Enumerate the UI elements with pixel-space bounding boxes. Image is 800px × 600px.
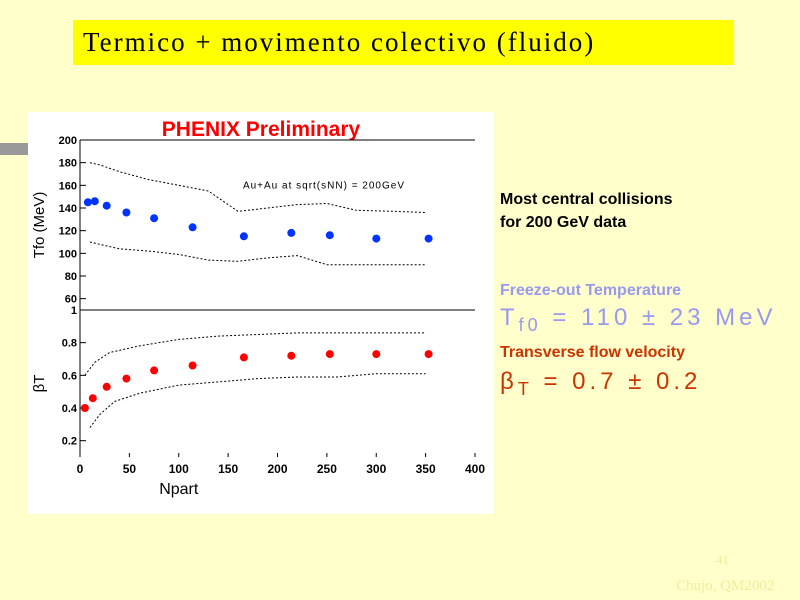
xtick-label: 0	[77, 462, 84, 476]
xtick-label: 400	[465, 462, 485, 476]
data-points	[80, 197, 433, 412]
temperature-point	[239, 232, 248, 241]
citation: Chujo, QM2002	[676, 578, 775, 594]
central-line-1: Most central collisions	[500, 191, 673, 208]
beta-point	[287, 351, 296, 360]
xtick-label: 350	[416, 462, 436, 476]
temperature-point	[122, 208, 131, 217]
temperature-point	[102, 201, 111, 210]
beta-band-upper	[84, 332, 426, 376]
temperature-point	[325, 231, 334, 240]
temperature-annotation: Au+Au at sqrt(sNN) = 200GeV	[243, 180, 405, 191]
beta-point	[325, 350, 334, 359]
temperature-ytick-label: 180	[59, 158, 77, 170]
beta-point	[188, 361, 197, 370]
beta-point	[372, 350, 381, 359]
beta-ytick-label: 0.8	[62, 338, 77, 350]
side-marker	[0, 143, 28, 155]
axis-labels: 60 80 100 120 140 160 180 200 Tfo (MeV) Au+Au at …	[31, 135, 485, 498]
flow-velocity-value: βT = 0.7 ± 0.2	[500, 368, 702, 399]
temperature-ytick-label: 80	[65, 271, 77, 283]
chart-panel: PHENIX Preliminary 60 80 100 120 140 160 180 20…	[28, 112, 493, 514]
beta-ytick-label: 0.2	[62, 436, 77, 448]
freeze-result: = 110 ± 23 MeV	[541, 304, 777, 331]
beta-ytick-label: 1	[71, 305, 77, 317]
xtick-label: 200	[267, 462, 287, 476]
temperature-ytick-label: 200	[59, 135, 77, 147]
temperature-band-lower	[89, 241, 426, 266]
freeze-subscript: f0	[518, 315, 542, 335]
page-number: 41	[716, 552, 729, 567]
beta-point	[122, 374, 131, 383]
temperature-ytick-label: 100	[59, 248, 77, 260]
chart-axes	[79, 139, 476, 457]
chart-title: PHENIX Preliminary	[162, 118, 361, 141]
beta-point	[150, 366, 159, 375]
freeze-out-value: Tf0 = 110 ± 23 MeV	[500, 304, 777, 335]
xtick-label: 100	[169, 462, 189, 476]
phenix-chart: PHENIX Preliminary 60 80 100 120 140 160 180 20…	[31, 118, 485, 498]
xtick-label: 50	[123, 462, 137, 476]
central-line-2: for 200 GeV data	[500, 214, 627, 231]
temperature-point	[424, 234, 433, 243]
slide-title: Termico + movimento colectivo (fluido)	[83, 27, 596, 57]
beta-band-lower	[89, 373, 426, 428]
temperature-point	[90, 197, 99, 206]
freeze-out-label: Freeze-out Temperature	[500, 282, 682, 299]
freeze-symbol: T	[500, 304, 519, 331]
xtick-label: 300	[366, 462, 386, 476]
beta-point	[102, 382, 111, 391]
temperature-point	[188, 223, 197, 232]
temperature-point	[83, 198, 92, 207]
beta-point	[88, 394, 97, 403]
title-bar: Termico + movimento colectivo (fluido)	[73, 20, 733, 65]
central-collisions-note: Most central collisions for 200 GeV data	[500, 188, 672, 234]
systematic-bands	[84, 162, 426, 428]
temperature-ytick-label: 140	[59, 203, 77, 215]
flow-velocity-label: Transverse flow velocity	[500, 344, 685, 361]
xtick-label: 250	[317, 462, 337, 476]
temperature-point	[150, 214, 159, 223]
xlabel: Npart	[159, 481, 199, 498]
xtick-label: 150	[218, 462, 238, 476]
beta-point	[239, 353, 248, 362]
beta-ytick-label: 0.4	[62, 403, 78, 415]
temperature-point	[287, 228, 296, 237]
temperature-band-upper	[89, 162, 426, 213]
temperature-ytick-label: 160	[59, 180, 77, 192]
beta-point	[424, 350, 433, 359]
temperature-point	[372, 234, 381, 243]
beta-point	[80, 404, 89, 412]
temperature-ytick-label: 60	[65, 294, 77, 306]
beta-ytick-label: 0.6	[62, 370, 77, 382]
flow-symbol: β	[500, 368, 518, 395]
flow-result: = 0.7 ± 0.2	[532, 368, 702, 395]
flow-subscript: T	[517, 379, 533, 399]
temperature-ylabel: Tfo (MeV)	[31, 192, 48, 259]
beta-ylabel: βT	[31, 375, 48, 393]
temperature-ytick-label: 120	[59, 226, 77, 238]
